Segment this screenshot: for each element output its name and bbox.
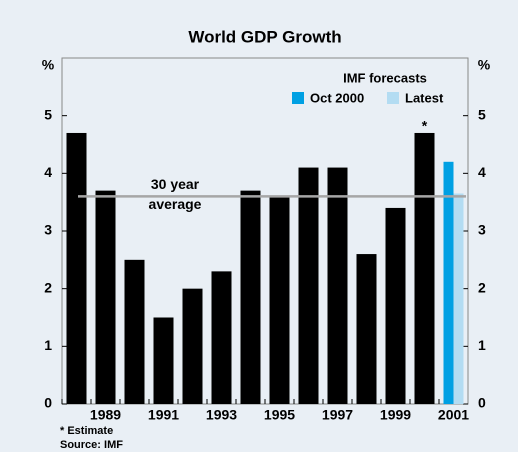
y2-tick-label: 1 bbox=[478, 337, 486, 353]
bar bbox=[211, 271, 232, 404]
bar bbox=[356, 254, 377, 404]
y2-tick-label: 2 bbox=[478, 279, 486, 295]
x-tick-label: 1999 bbox=[380, 407, 411, 423]
y-unit: % bbox=[42, 57, 55, 73]
chart-title: World GDP Growth bbox=[188, 27, 341, 46]
legend-swatch bbox=[387, 92, 399, 104]
y2-tick-label: 0 bbox=[478, 395, 486, 411]
x-tick-label: 2001 bbox=[438, 407, 469, 423]
y-tick-label: 2 bbox=[44, 279, 52, 295]
x-tick-label: 1993 bbox=[206, 407, 237, 423]
footnote: * Estimate bbox=[60, 425, 113, 437]
x-tick-label: 1991 bbox=[148, 407, 179, 423]
y2-tick-label: 5 bbox=[478, 106, 486, 122]
y-tick-label: 1 bbox=[44, 337, 52, 353]
y-tick-label: 5 bbox=[44, 106, 52, 122]
y2-unit: % bbox=[478, 57, 491, 73]
bar bbox=[153, 317, 174, 404]
y2-tick-label: 3 bbox=[478, 222, 486, 238]
x-tick-label: 1995 bbox=[264, 407, 295, 423]
x-tick-label: 1997 bbox=[322, 407, 353, 423]
average-label: 30 year bbox=[151, 176, 200, 192]
legend-label: Latest bbox=[405, 90, 444, 105]
y-tick-label: 4 bbox=[44, 164, 52, 180]
bar bbox=[414, 132, 435, 404]
bar bbox=[182, 288, 203, 404]
bar bbox=[269, 196, 290, 404]
average-label: average bbox=[149, 196, 202, 212]
estimate-marker: * bbox=[422, 118, 428, 134]
y-tick-label: 3 bbox=[44, 222, 52, 238]
footnote: Source: IMF bbox=[60, 439, 123, 451]
bar bbox=[124, 259, 145, 404]
bar bbox=[95, 190, 116, 404]
legend-title: IMF forecasts bbox=[343, 70, 427, 85]
bar bbox=[327, 167, 348, 404]
bar bbox=[443, 161, 454, 404]
bar bbox=[240, 190, 261, 404]
bar bbox=[66, 132, 87, 404]
bar bbox=[453, 193, 464, 404]
y2-tick-label: 4 bbox=[478, 164, 486, 180]
bar bbox=[298, 167, 319, 404]
y-tick-label: 0 bbox=[44, 395, 52, 411]
x-tick-label: 1989 bbox=[90, 407, 121, 423]
bar bbox=[385, 207, 406, 404]
legend-label: Oct 2000 bbox=[310, 90, 364, 105]
legend-swatch bbox=[292, 92, 304, 104]
